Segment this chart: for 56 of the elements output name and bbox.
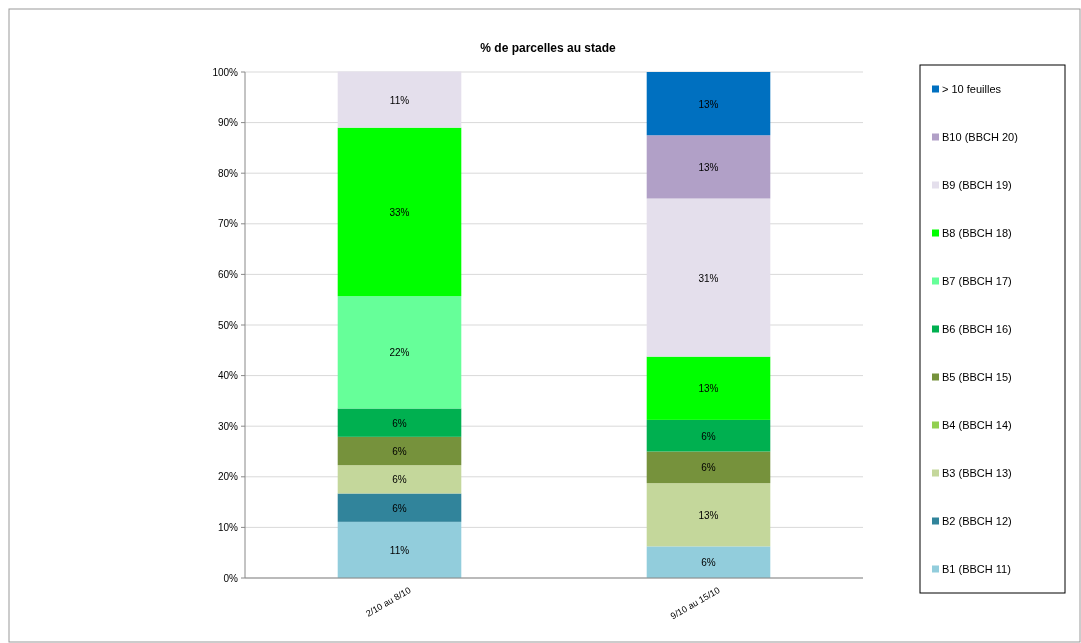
legend-label: B5 (BBCH 15) — [942, 371, 1012, 383]
bar — [646, 483, 771, 547]
bar — [337, 493, 462, 522]
data-label: 6% — [701, 557, 716, 569]
legend-label: B7 (BBCH 17) — [942, 275, 1012, 287]
y-tick-label: 100% — [212, 66, 239, 78]
bar — [337, 296, 462, 409]
legend-label: B8 (BBCH 18) — [942, 227, 1012, 239]
bar — [646, 356, 771, 420]
data-label: 13% — [698, 161, 719, 173]
data-label: 13% — [698, 98, 719, 110]
legend-label: B3 (BBCH 13) — [942, 467, 1012, 479]
legend-label: > 10 feuilles — [942, 83, 1002, 95]
data-label: 6% — [392, 445, 407, 457]
y-tick-label: 90% — [217, 117, 239, 129]
y-tick-label: 30% — [217, 420, 239, 432]
data-label: 11% — [389, 544, 410, 556]
bar — [337, 436, 462, 466]
data-label: 22% — [389, 347, 410, 359]
y-tick-label: 80% — [217, 167, 239, 179]
data-label: 6% — [392, 474, 407, 486]
data-label: 6% — [392, 417, 407, 429]
legend-label: B4 (BBCH 14) — [942, 419, 1012, 431]
y-tick-label: 20% — [217, 471, 239, 483]
bar — [646, 419, 771, 452]
y-tick-label: 70% — [217, 218, 239, 230]
legend-label: B1 (BBCH 11) — [942, 563, 1011, 575]
legend-label: B6 (BBCH 16) — [942, 323, 1012, 335]
data-label: 11% — [389, 94, 410, 106]
bar — [337, 465, 462, 494]
bar — [337, 521, 462, 578]
data-label: 13% — [698, 509, 719, 521]
x-tick-label: 2/10 au 8/10 — [364, 585, 413, 619]
bar — [646, 198, 771, 357]
bar — [646, 546, 771, 578]
y-tick-label: 0% — [223, 572, 239, 584]
bar — [646, 451, 771, 484]
bar — [646, 72, 771, 136]
data-label: 31% — [698, 272, 719, 284]
y-tick-label: 40% — [217, 370, 239, 382]
bar — [337, 127, 462, 297]
bar — [337, 71, 462, 128]
y-tick-label: 60% — [217, 268, 239, 280]
bar — [646, 135, 771, 199]
legend-label: B2 (BBCH 12) — [942, 515, 1012, 527]
legend-label: B10 (BBCH 20) — [942, 131, 1018, 143]
data-label: 6% — [701, 462, 716, 474]
bar — [337, 408, 462, 437]
data-label: 33% — [389, 206, 410, 218]
data-label: 6% — [392, 502, 407, 514]
y-tick-label: 50% — [217, 319, 239, 331]
y-tick-label: 10% — [217, 521, 239, 533]
data-label: 13% — [698, 383, 719, 395]
legend-label: B9 (BBCH 19) — [942, 179, 1012, 191]
chart-title: % de parcelles au stade — [480, 41, 617, 55]
data-label: 6% — [701, 430, 716, 442]
